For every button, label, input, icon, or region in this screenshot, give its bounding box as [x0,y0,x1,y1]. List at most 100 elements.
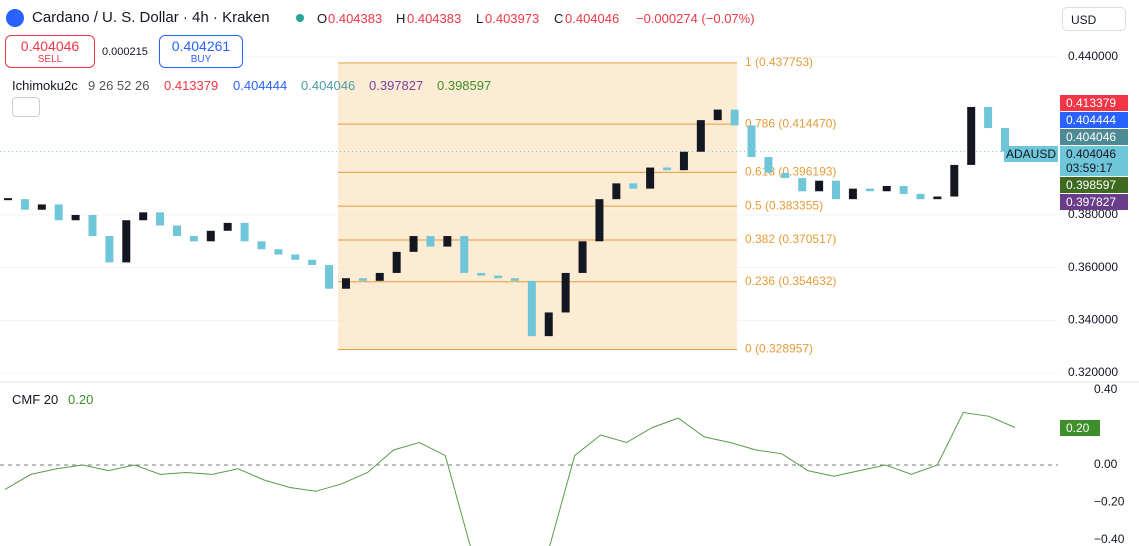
candle [815,180,824,192]
y-tick-label: 0.00 [1094,457,1118,471]
price-tag: 0.404046 [1060,129,1128,145]
candle [899,185,908,194]
buy-button[interactable]: 0.404261 BUY [159,35,243,68]
ohlc-value: 0.403973 [485,11,540,26]
candle [443,236,452,247]
candle [274,249,283,255]
candle [848,188,857,200]
candle [1001,128,1009,152]
price-tag: 0.397827 [1060,194,1128,210]
candle [88,214,97,237]
candle [54,204,63,221]
candle [494,275,503,279]
candle [595,199,604,242]
candle [865,188,874,192]
candle [375,272,384,281]
sell-button[interactable]: 0.404046 SELL [5,35,95,68]
y-tick-label: 0.440000 [1068,49,1118,63]
candle [764,157,773,173]
candle [358,278,367,281]
candle [257,241,266,250]
fib-label: 0.786 (0.414470) [745,116,836,130]
ohlc-label: H [396,11,406,26]
candle [916,193,925,200]
candle [105,236,114,263]
sell-price: 0.404046 [20,38,80,54]
cmf-line [4,411,1016,546]
candle [325,265,334,289]
candle [832,180,841,200]
candle [71,214,80,221]
candle [477,272,486,276]
candle [392,251,401,273]
candle [933,196,942,200]
fib-label: 0.382 (0.370517) [745,232,836,246]
ohlc-label: L [476,11,484,26]
candle [696,120,705,152]
last-price-tag: 0.404046 03:59:17 [1060,146,1128,176]
candle [882,185,891,192]
price-tag: 0.404444 [1060,112,1128,128]
candle [409,236,418,252]
y-tick-label: −0.40 [1094,532,1125,546]
candle [527,280,536,337]
candle [189,236,198,242]
candle [341,278,350,289]
ohlc-value: 0.404383 [407,11,462,26]
candle [798,178,807,192]
cmf-value: 0.20 [68,392,94,407]
y-tick-label: 0.380000 [1068,207,1118,221]
candle [172,225,181,237]
ohlc-value: 0.404046 [565,11,620,26]
candle [646,167,655,189]
ohlc-label: C [554,11,564,26]
candle [950,164,959,197]
y-tick-label: 0.340000 [1068,313,1118,327]
fib-label: 1 (0.437753) [745,55,813,69]
candle [561,272,570,313]
candle [37,204,46,210]
indicator-value: 0.398597 [437,78,492,93]
symbol-tag: ADAUSD [1004,146,1058,162]
candle [20,199,29,210]
countdown: 03:59:17 [1066,161,1113,175]
candle [139,212,148,221]
cmf-name: CMF 20 [12,392,59,407]
y-tick-label: 0.40 [1094,382,1118,396]
candle [308,259,317,266]
candle [984,106,993,129]
fib-label: 0.5 (0.383355) [745,198,823,212]
fib-label: 0.236 (0.354632) [745,274,836,288]
candle [223,222,232,231]
candle [206,230,215,242]
price-change: −0.000274 (−0.07%) [636,11,755,26]
indicator-value: 0.404444 [233,78,288,93]
candle [713,109,722,121]
candle [629,183,638,189]
price-tag: 0.413379 [1060,95,1128,111]
candle [679,151,688,171]
y-tick-label: −0.20 [1094,495,1125,509]
candle [544,312,553,337]
ohlc-label: O [317,11,328,26]
price-tag: 0.398597 [1060,177,1128,193]
candle [122,220,131,263]
candle [240,222,249,242]
collapse-button[interactable] [12,97,40,117]
candle [578,241,587,273]
indicator-name: Ichimoku2c [12,78,78,93]
spread: 0.000215 [102,46,148,58]
ohlc-value: 0.404383 [328,11,383,26]
status-dot [296,14,304,22]
fib-label: 0 (0.328957) [745,342,813,356]
indicator-value: 0.404046 [301,78,356,93]
cmf-tag: 0.20 [1060,420,1100,436]
currency-button[interactable]: USD [1062,7,1126,31]
candle [730,109,739,126]
fib-label: 0.618 (0.396193) [745,164,836,178]
candle [612,183,621,200]
y-tick-label: 0.320000 [1068,365,1118,379]
y-tick-label: 0.360000 [1068,260,1118,274]
candle [4,198,12,201]
